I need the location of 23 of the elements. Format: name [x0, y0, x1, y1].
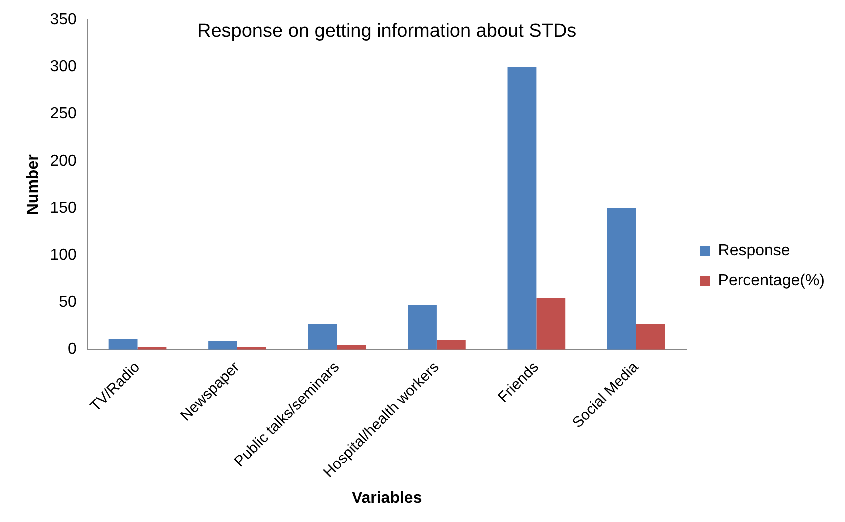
y-tick-label: 350: [50, 11, 77, 28]
y-tick-label: 300: [50, 58, 77, 76]
legend-label: Response: [718, 242, 790, 260]
bar: [308, 324, 338, 350]
y-axis-title: Number: [25, 154, 42, 216]
y-tick-label: 150: [50, 200, 77, 217]
bar: [508, 67, 537, 350]
bar: [536, 298, 566, 350]
y-tick-label: 200: [50, 152, 77, 170]
y-tick-label: 100: [50, 247, 77, 264]
y-tick-label: 250: [50, 106, 77, 123]
bar: [208, 341, 238, 350]
x-axis-title: Variables: [352, 490, 422, 507]
bar: [108, 339, 138, 350]
legend-label: Percentage(%): [718, 272, 825, 290]
bar: [408, 306, 437, 350]
bar: [337, 345, 366, 350]
bar: [607, 208, 636, 350]
y-tick-label: 50: [59, 294, 77, 312]
y-tick-label: 0: [68, 341, 77, 358]
chart-title: Response on getting information about STDs: [198, 21, 577, 42]
bar: [436, 340, 466, 350]
bar: [636, 324, 666, 350]
